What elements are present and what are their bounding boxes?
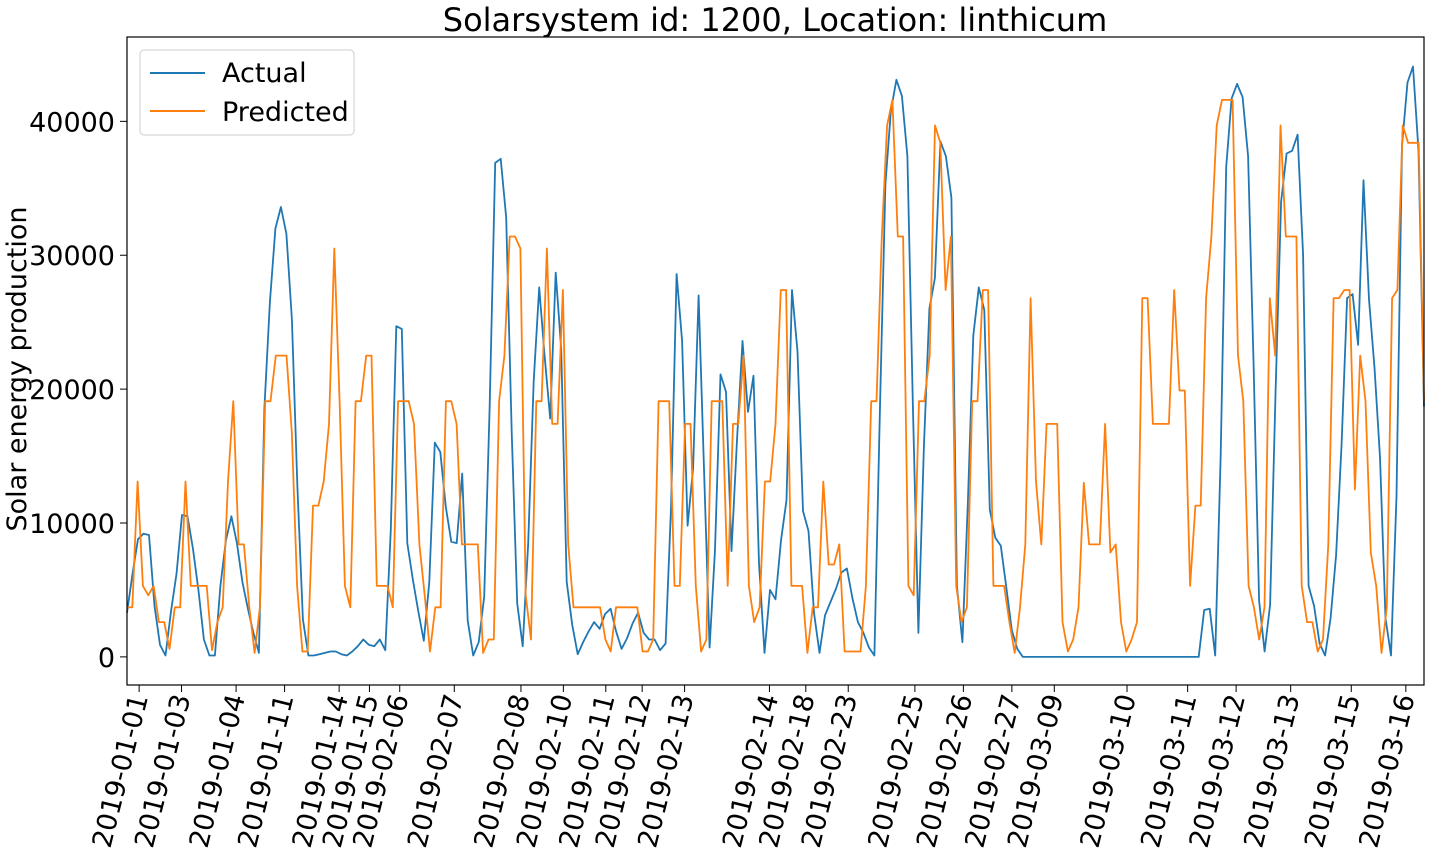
series-layer — [126, 65, 1425, 658]
x-tick-label: 2019-02-07 — [402, 691, 470, 851]
series-line-predicted — [127, 99, 1425, 654]
y-tick-label: 0 — [98, 643, 115, 674]
y-tick-label: 10000 — [29, 509, 115, 540]
y-tick-label: 30000 — [29, 241, 115, 272]
legend-label-actual: Actual — [222, 58, 307, 89]
legend-box — [139, 49, 355, 136]
legend: Actual Predicted — [139, 49, 355, 136]
y-tick-label: 40000 — [29, 107, 115, 138]
x-tick-label: 2019-03-16 — [1354, 691, 1422, 851]
x-tick-label: 2019-03-13 — [1238, 691, 1306, 851]
y-axis-label: Solar energy production — [2, 206, 33, 531]
chart-title: Solarsystem id: 1200, Location: linthicu… — [443, 1, 1107, 39]
x-axis-ticks: 2019-01-012019-01-032019-01-042019-01-11… — [87, 685, 1422, 851]
legend-label-predicted: Predicted — [222, 97, 349, 128]
y-axis-ticks: 0 10000 20000 30000 40000 — [29, 107, 127, 674]
plot-frame — [126, 36, 1425, 686]
series-line-actual — [126, 65, 1425, 658]
y-tick-label: 20000 — [29, 375, 115, 406]
x-tick-label: 2019-03-10 — [1075, 691, 1143, 851]
